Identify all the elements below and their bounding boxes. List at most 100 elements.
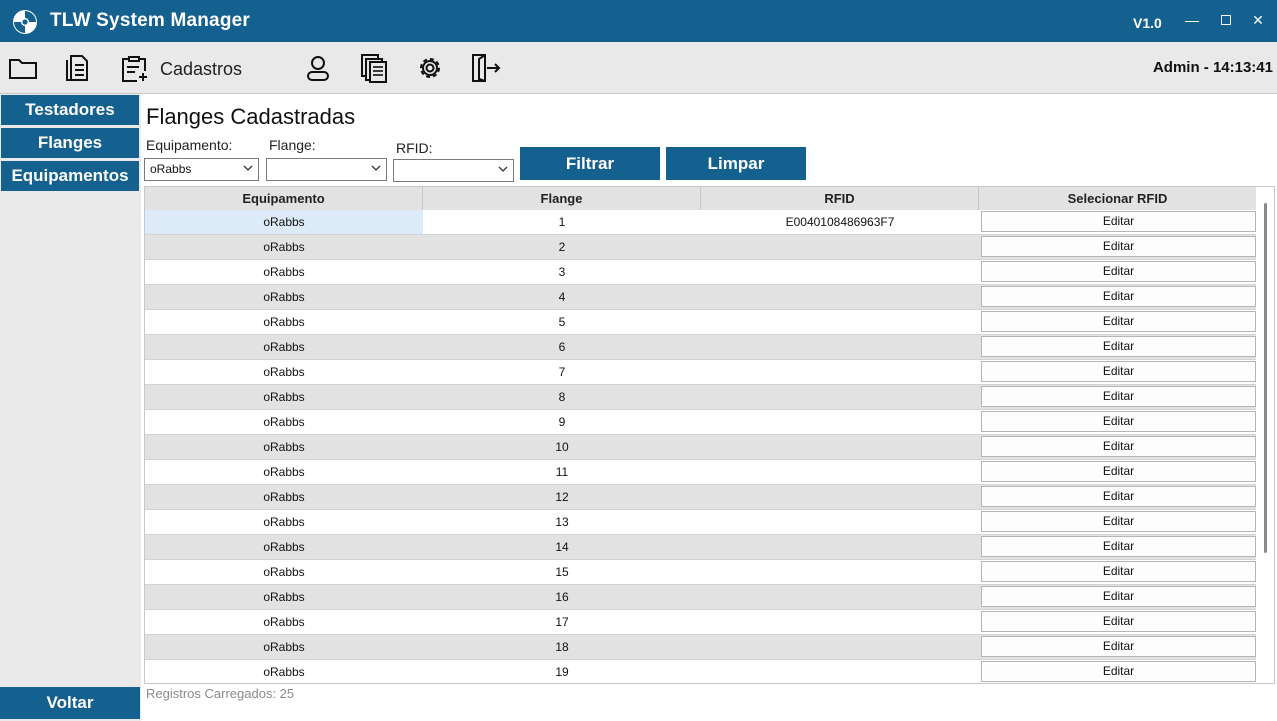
cell-flange[interactable]: 19 [555,665,569,679]
cell-equipamento[interactable]: oRabbs [263,315,305,329]
cell-flange[interactable]: 10 [555,440,569,454]
cell-flange[interactable]: 15 [555,565,569,579]
cell-equipamento[interactable]: oRabbs [263,540,305,554]
cell-equipamento[interactable]: oRabbs [263,440,305,454]
cell-rfid[interactable] [701,510,979,534]
cell-flange[interactable]: 9 [558,415,566,429]
cell-equipamento[interactable]: oRabbs [263,565,305,579]
reports-button[interactable] [358,52,390,84]
table-row[interactable]: oRabbs 11 Editar [145,460,1256,485]
cell-flange[interactable]: 12 [555,490,569,504]
cell-equipamento[interactable]: oRabbs [263,465,305,479]
cell-equipamento[interactable]: oRabbs [263,640,305,654]
exit-button[interactable] [469,52,501,84]
cell-flange[interactable]: 3 [558,265,566,279]
cell-rfid[interactable] [701,660,979,683]
edit-button[interactable]: Editar [981,386,1256,407]
table-row[interactable]: oRabbs 13 Editar [145,510,1256,535]
edit-button[interactable]: Editar [981,586,1256,607]
edit-button[interactable]: Editar [981,486,1256,507]
cell-rfid[interactable]: E0040108486963F7 [785,215,895,229]
table-row[interactable]: oRabbs 16 Editar [145,585,1256,610]
cell-flange[interactable]: 18 [555,640,569,654]
edit-button[interactable]: Editar [981,286,1256,307]
cell-equipamento[interactable]: oRabbs [263,240,305,254]
cell-rfid[interactable] [701,585,979,609]
table-row[interactable]: oRabbs 15 Editar [145,560,1256,585]
table-row[interactable]: oRabbs 4 Editar [145,285,1256,310]
edit-button[interactable]: Editar [981,361,1256,382]
table-row[interactable]: oRabbs 8 Editar [145,385,1256,410]
cell-equipamento[interactable]: oRabbs [263,515,305,529]
filter-button[interactable]: Filtrar [520,147,660,180]
cell-flange[interactable]: 16 [555,590,569,604]
cell-rfid[interactable] [701,235,979,259]
cell-equipamento[interactable]: oRabbs [263,665,305,679]
cell-flange[interactable]: 13 [555,515,569,529]
table-row[interactable]: oRabbs 2 Editar [145,235,1256,260]
cell-flange[interactable]: 2 [558,240,566,254]
minimize-button[interactable]: — [1185,12,1199,28]
cell-rfid[interactable] [701,460,979,484]
cell-rfid[interactable] [701,560,979,584]
edit-button[interactable]: Editar [981,236,1256,257]
edit-button[interactable]: Editar [981,536,1256,557]
cell-rfid[interactable] [701,310,979,334]
cell-equipamento[interactable]: oRabbs [263,265,305,279]
edit-button[interactable]: Editar [981,436,1256,457]
cell-rfid[interactable] [701,535,979,559]
edit-button[interactable]: Editar [981,661,1256,682]
edit-button[interactable]: Editar [981,461,1256,482]
edit-button[interactable]: Editar [981,211,1256,232]
cell-equipamento[interactable]: oRabbs [263,590,305,604]
cell-flange[interactable]: 17 [555,615,569,629]
header-flange[interactable]: Flange [423,187,701,210]
edit-button[interactable]: Editar [981,336,1256,357]
cell-equipamento[interactable]: oRabbs [263,340,305,354]
cell-rfid[interactable] [701,485,979,509]
cell-rfid[interactable] [701,285,979,309]
vertical-scrollbar[interactable] [1264,203,1267,553]
cell-flange[interactable]: 5 [558,315,566,329]
cell-rfid[interactable] [701,335,979,359]
rfid-select[interactable] [393,159,514,182]
edit-button[interactable]: Editar [981,636,1256,657]
sidebar-item-equipamentos[interactable]: Equipamentos [1,161,139,191]
table-row[interactable]: oRabbs 6 Editar [145,335,1256,360]
cell-flange[interactable]: 1 [558,215,566,229]
cell-flange[interactable]: 11 [555,465,569,479]
cell-equipamento[interactable]: oRabbs [263,390,305,404]
cell-flange[interactable]: 6 [558,340,566,354]
cell-rfid[interactable] [701,610,979,634]
cell-equipamento[interactable]: oRabbs [263,490,305,504]
table-row[interactable]: oRabbs 7 Editar [145,360,1256,385]
header-selecionar-rfid[interactable]: Selecionar RFID [1067,191,1168,206]
table-row[interactable]: oRabbs 10 Editar [145,435,1256,460]
cell-flange[interactable]: 14 [555,540,569,554]
equipamento-select[interactable]: oRabbs [144,158,259,181]
cell-equipamento[interactable]: oRabbs [263,615,305,629]
cell-flange[interactable]: 7 [558,365,566,379]
cell-equipamento[interactable]: oRabbs [263,415,305,429]
table-row[interactable]: oRabbs 3 Editar [145,260,1256,285]
clear-button[interactable]: Limpar [666,147,806,180]
edit-button[interactable]: Editar [981,511,1256,532]
cell-rfid[interactable] [701,410,979,434]
open-folder-button[interactable] [7,52,39,84]
table-row[interactable]: oRabbs 12 Editar [145,485,1256,510]
cell-rfid[interactable] [701,360,979,384]
edit-button[interactable]: Editar [981,611,1256,632]
cell-rfid[interactable] [701,435,979,459]
sidebar-item-testadores[interactable]: Testadores [1,95,139,125]
cell-rfid[interactable] [701,635,979,659]
header-rfid[interactable]: RFID [701,187,979,210]
table-row[interactable]: oRabbs 19 Editar [145,660,1256,683]
sidebar-item-flanges[interactable]: Flanges [1,128,139,158]
table-row[interactable]: oRabbs 5 Editar [145,310,1256,335]
table-row[interactable]: oRabbs 9 Editar [145,410,1256,435]
cell-equipamento[interactable]: oRabbs [263,290,305,304]
cell-flange[interactable]: 8 [558,390,566,404]
table-row[interactable]: oRabbs 17 Editar [145,610,1256,635]
back-button[interactable]: Voltar [0,687,140,719]
table-row[interactable]: oRabbs 18 Editar [145,635,1256,660]
